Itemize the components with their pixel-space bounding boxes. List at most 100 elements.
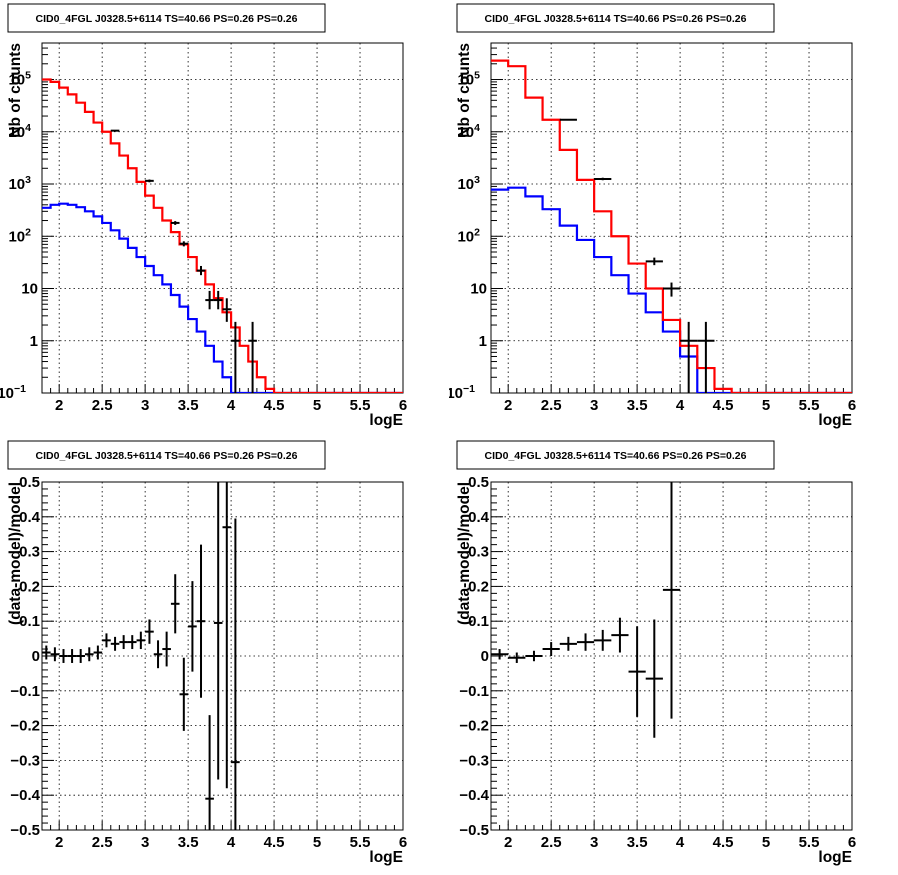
- chart-title: CID0_4FGL J0328.5+6114 TS=40.66 PS=0.26 …: [36, 450, 298, 462]
- y-tick-exponent: 3: [474, 174, 480, 186]
- y-tick-label: 10−1: [449, 383, 475, 402]
- y-tick-label: −0.4: [10, 787, 40, 804]
- y-tick-exponent: 4: [25, 122, 31, 134]
- y-tick-label: 0.3: [19, 544, 40, 561]
- chart-title: CID0_4FGL J0328.5+6114 TS=40.66 PS=0.26 …: [485, 13, 747, 25]
- x-tick-label: 4.5: [264, 397, 285, 414]
- y-tick-exponent: 5: [25, 70, 31, 82]
- y-tick-label: 10: [21, 281, 38, 298]
- y-tick-label: 0: [481, 648, 489, 665]
- x-tick-label: 4: [676, 397, 685, 414]
- plot-area: [491, 482, 681, 738]
- x-tick-label: 6: [399, 397, 407, 414]
- x-tick-label: 4: [227, 834, 236, 851]
- y-tick-base: 10: [457, 176, 474, 193]
- y-tick-exponent: −1: [14, 383, 26, 395]
- y-tick-label: 10−1: [0, 383, 26, 402]
- chart-title-box: [7, 3, 326, 33]
- x-tick-label: 3: [590, 397, 598, 414]
- chart-bottom-right-residuals: CID0_4FGL J0328.5+6114 TS=40.66 PS=0.26 …: [456, 440, 856, 866]
- model-component-histogram: [42, 202, 403, 393]
- x-tick-label: 5: [313, 397, 321, 414]
- y-tick-label: 0: [32, 648, 40, 665]
- y-tick-label: −0.3: [10, 752, 40, 769]
- chart-title: CID0_4FGL J0328.5+6114 TS=40.66 PS=0.26 …: [485, 450, 747, 462]
- x-axis-label: logE: [818, 412, 852, 429]
- x-tick-label: 5.5: [799, 397, 820, 414]
- x-tick-label: 2: [504, 834, 512, 851]
- y-tick-base: 1: [30, 333, 38, 350]
- chart-title: CID0_4FGL J0328.5+6114 TS=40.66 PS=0.26 …: [36, 13, 298, 25]
- x-tick-label: 4: [227, 397, 236, 414]
- x-tick-label: 2.5: [541, 834, 562, 851]
- y-tick-label: −0.4: [459, 787, 489, 804]
- x-tick-label: 6: [399, 834, 407, 851]
- y-tick-base: 10: [8, 228, 25, 245]
- y-tick-label: −0.2: [10, 718, 40, 735]
- x-tick-label: 4.5: [713, 397, 734, 414]
- x-tick-label: 3: [590, 834, 598, 851]
- x-axis-label: logE: [369, 412, 403, 429]
- y-tick-label: 105: [8, 70, 31, 89]
- x-tick-label: 2: [504, 397, 512, 414]
- y-axis-label: Nb of counts: [456, 43, 473, 138]
- y-tick-label: 102: [8, 226, 31, 245]
- y-tick-label: −0.3: [459, 752, 489, 769]
- y-tick-label: 0.2: [468, 578, 489, 595]
- x-axis-label: logE: [369, 849, 403, 866]
- y-tick-label: 0.3: [468, 544, 489, 561]
- y-tick-label: 104: [8, 122, 31, 141]
- x-tick-label: 3.5: [627, 834, 648, 851]
- x-tick-label: 6: [848, 834, 856, 851]
- chart-title-box: [456, 3, 775, 33]
- y-tick-exponent: 2: [25, 226, 31, 238]
- x-tick-label: 5.5: [799, 834, 820, 851]
- y-tick-label: −0.5: [459, 822, 489, 839]
- y-tick-label: 103: [457, 174, 480, 193]
- y-tick-base: 10: [8, 72, 25, 89]
- chart-bottom-left-residuals: CID0_4FGL J0328.5+6114 TS=40.66 PS=0.26 …: [7, 440, 407, 866]
- x-tick-label: 5: [762, 834, 770, 851]
- y-tick-label: 0.4: [468, 509, 490, 526]
- chart-title-box: [456, 440, 775, 470]
- y-tick-label: 103: [8, 174, 31, 193]
- chart-top-left-counts: CID0_4FGL J0328.5+6114 TS=40.66 PS=0.26 …: [0, 3, 407, 429]
- model-total-histogram: [42, 78, 403, 393]
- y-tick-base: 10: [21, 281, 38, 298]
- x-tick-label: 4: [676, 834, 685, 851]
- y-tick-exponent: 2: [474, 226, 480, 238]
- plot-area: [491, 59, 852, 393]
- x-tick-label: 2.5: [541, 397, 562, 414]
- y-axis-label: (data-model)/model: [7, 482, 24, 625]
- x-tick-label: 2.5: [92, 834, 113, 851]
- x-tick-label: 3: [141, 834, 149, 851]
- y-tick-base: 10: [457, 72, 474, 89]
- y-tick-label: −0.1: [10, 683, 40, 700]
- y-tick-exponent: 3: [25, 174, 31, 186]
- x-tick-label: 2: [55, 397, 63, 414]
- y-tick-base: 10: [457, 228, 474, 245]
- chart-title-box: [7, 440, 326, 470]
- y-tick-exponent: 5: [474, 70, 480, 82]
- y-tick-label: −0.1: [459, 683, 489, 700]
- plot-area: [42, 78, 403, 393]
- y-tick-label: 104: [457, 122, 480, 141]
- model-total-histogram: [491, 59, 852, 393]
- chart-top-right-counts: CID0_4FGL J0328.5+6114 TS=40.66 PS=0.26 …: [449, 3, 856, 429]
- y-tick-exponent: −1: [463, 383, 475, 395]
- y-tick-label: 0.5: [19, 474, 40, 491]
- x-tick-label: 3.5: [178, 834, 199, 851]
- x-tick-label: 4.5: [264, 834, 285, 851]
- y-tick-label: 0.5: [468, 474, 489, 491]
- x-tick-label: 3.5: [178, 397, 199, 414]
- x-tick-label: 6: [848, 397, 856, 414]
- y-tick-label: −0.2: [459, 718, 489, 735]
- y-tick-label: 0.1: [468, 613, 489, 630]
- x-tick-label: 5: [313, 834, 321, 851]
- y-tick-base: 10: [8, 124, 25, 141]
- x-tick-label: 5.5: [350, 397, 371, 414]
- x-tick-label: 3.5: [627, 397, 648, 414]
- y-tick-base: 10: [0, 385, 14, 402]
- model-component-histogram: [491, 186, 852, 393]
- x-axis-label: logE: [818, 849, 852, 866]
